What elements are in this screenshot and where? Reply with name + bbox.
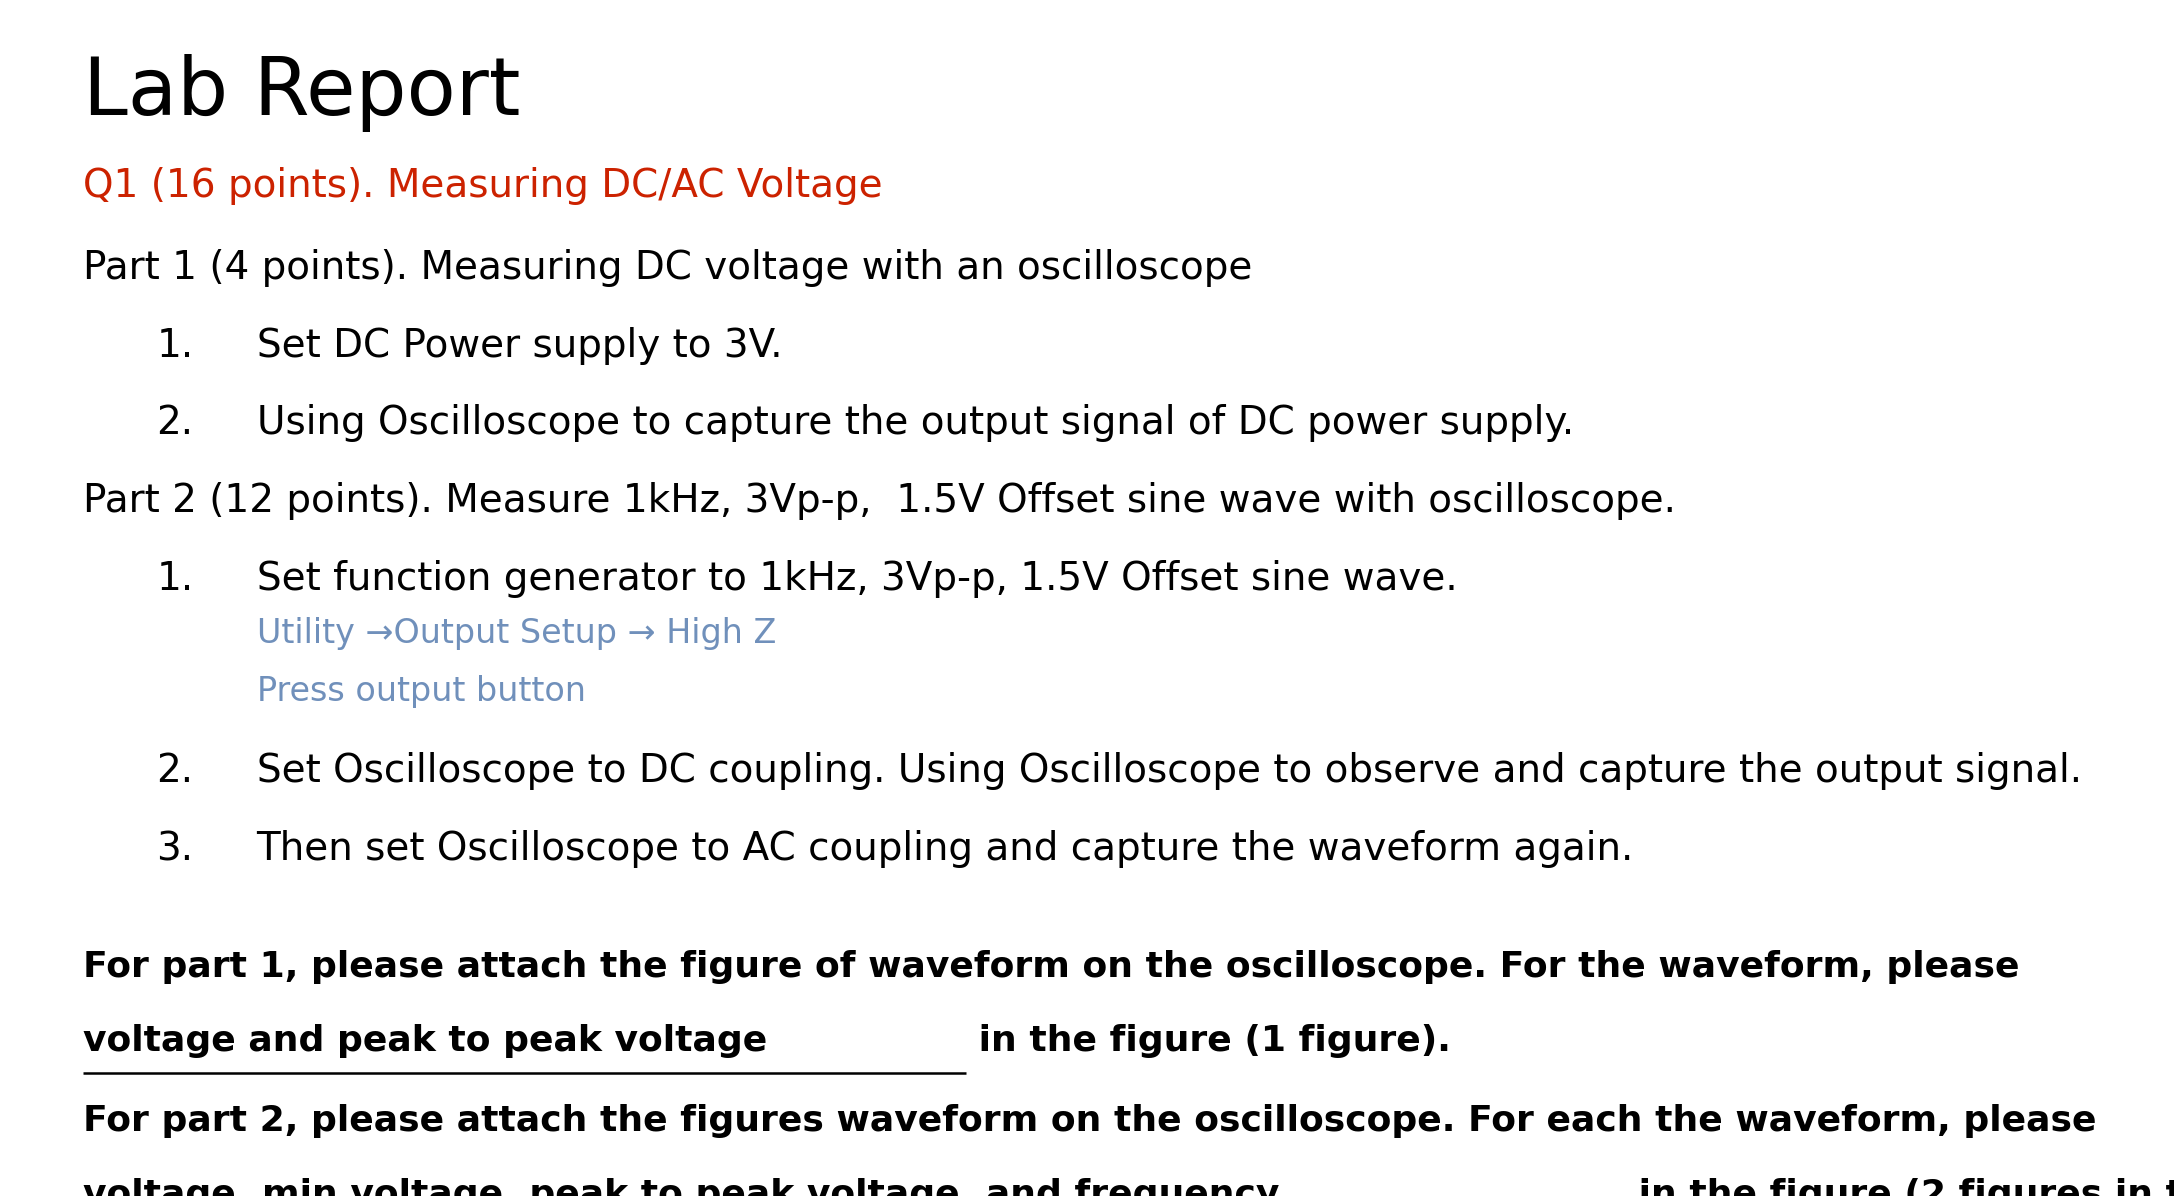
Text: Part 1 (4 points). Measuring DC voltage with an oscilloscope: Part 1 (4 points). Measuring DC voltage … (83, 249, 1252, 287)
Text: Q1 (16 points). Measuring DC/AC Voltage: Q1 (16 points). Measuring DC/AC Voltage (83, 167, 883, 206)
Text: in the figure (1 figure).: in the figure (1 figure). (965, 1024, 1450, 1057)
Text: 2.: 2. (157, 752, 193, 791)
Text: Using Oscilloscope to capture the output signal of DC power supply.: Using Oscilloscope to capture the output… (257, 404, 1574, 443)
Text: Set DC Power supply to 3V.: Set DC Power supply to 3V. (257, 327, 783, 365)
Text: 2.: 2. (157, 404, 193, 443)
Text: For part 1, please attach the figure of waveform on the oscilloscope. For the wa: For part 1, please attach the figure of … (83, 950, 2033, 983)
Text: Part 2 (12 points). Measure 1kHz, 3Vp-p,  1.5V Offset sine wave with oscilloscop: Part 2 (12 points). Measure 1kHz, 3Vp-p,… (83, 482, 1676, 520)
Text: Then set Oscilloscope to AC coupling and capture the waveform again.: Then set Oscilloscope to AC coupling and… (257, 830, 1635, 868)
Text: voltage, min voltage, peak to peak voltage, and frequency: voltage, min voltage, peak to peak volta… (83, 1178, 1278, 1196)
Text: voltage and peak to peak voltage: voltage and peak to peak voltage (83, 1024, 767, 1057)
Text: Set function generator to 1kHz, 3Vp-p, 1.5V Offset sine wave.: Set function generator to 1kHz, 3Vp-p, 1… (257, 560, 1457, 598)
Text: Press output button: Press output button (257, 675, 585, 708)
Text: Lab Report: Lab Report (83, 54, 520, 132)
Text: in the figure (2 figures in total).: in the figure (2 figures in total). (1626, 1178, 2174, 1196)
Text: 1.: 1. (157, 327, 193, 365)
Text: Set Oscilloscope to DC coupling. Using Oscilloscope to observe and capture the o: Set Oscilloscope to DC coupling. Using O… (257, 752, 2083, 791)
Text: For part 2, please attach the figures waveform on the oscilloscope. For each the: For part 2, please attach the figures wa… (83, 1104, 2109, 1137)
Text: 1.: 1. (157, 560, 193, 598)
Text: Utility →Output Setup → High Z: Utility →Output Setup → High Z (257, 617, 776, 651)
Text: 3.: 3. (157, 830, 193, 868)
